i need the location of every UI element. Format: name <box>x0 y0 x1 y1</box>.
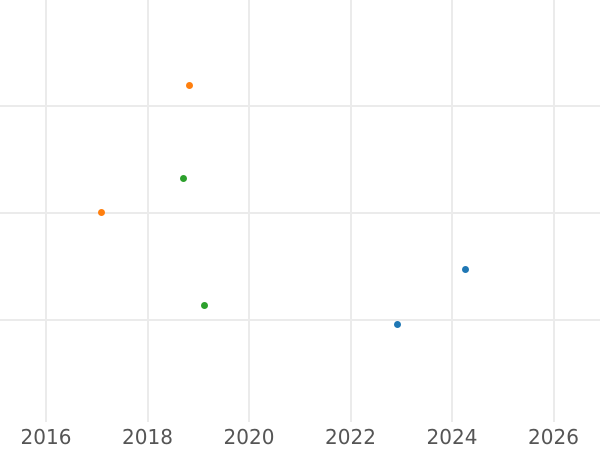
x-tick-label: 2026 <box>528 425 579 449</box>
data-point-orange <box>97 208 105 216</box>
gridline-horizontal <box>0 319 600 321</box>
gridline-vertical <box>248 0 250 422</box>
x-tick-label: 2018 <box>122 425 173 449</box>
gridline-horizontal <box>0 105 600 107</box>
data-point-orange <box>185 81 193 89</box>
data-point-blue <box>393 320 401 328</box>
data-point-green <box>200 301 208 309</box>
data-point-green <box>179 174 187 182</box>
x-tick-label: 2024 <box>426 425 478 449</box>
gridline-vertical <box>552 0 555 422</box>
x-tick-label: 2022 <box>325 425 376 449</box>
gridline-vertical <box>45 0 47 422</box>
gridline-vertical <box>349 0 352 422</box>
gridline-vertical <box>451 0 453 422</box>
x-tick-label: 2016 <box>20 425 72 449</box>
gridline-vertical <box>146 0 149 422</box>
x-tick-label: 2020 <box>223 425 275 449</box>
data-point-blue <box>461 265 469 273</box>
gridline-horizontal <box>0 212 600 214</box>
